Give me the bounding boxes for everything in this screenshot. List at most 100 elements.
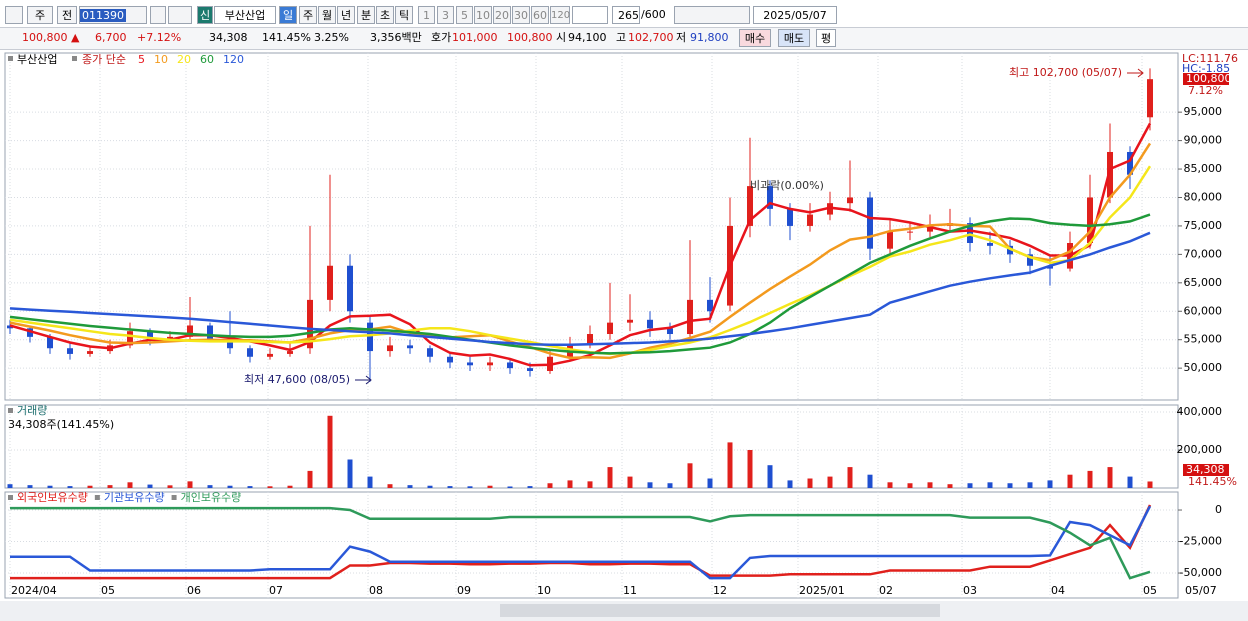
interval[interactable]: 년 — [337, 6, 355, 24]
volume-bar — [447, 486, 453, 488]
candle-body — [747, 186, 753, 226]
event-annotation: 비과락(0.00%) — [750, 179, 824, 192]
volume-bar — [787, 480, 793, 488]
legend-entry: 기관보유수량 — [104, 491, 165, 504]
x-tick-label: 05 — [101, 584, 115, 597]
menu-icon[interactable] — [5, 6, 23, 24]
volume-bar — [327, 415, 333, 488]
volume-bar — [187, 481, 193, 488]
volume-bar — [887, 482, 893, 488]
period-select[interactable]: 주 — [27, 6, 53, 24]
moving-average — [9, 231, 1151, 347]
candle-body — [667, 328, 673, 335]
prev-button[interactable]: 전 — [57, 6, 77, 24]
volume-bar — [1147, 481, 1153, 488]
candle-body — [467, 362, 473, 366]
volume-bar — [47, 485, 53, 488]
open: 94,100 — [568, 31, 607, 44]
moving-average — [9, 142, 1152, 360]
dropdown[interactable] — [572, 6, 608, 24]
count[interactable]: 265 — [612, 6, 640, 24]
candle-body — [1127, 151, 1133, 175]
x-tick-label: 11 — [623, 584, 637, 597]
candle-body — [1107, 151, 1113, 198]
code-input[interactable]: 011390 — [79, 6, 147, 24]
code: 011390 — [80, 9, 126, 22]
x-tick-label: 05 — [1143, 584, 1157, 597]
candle-body — [707, 299, 713, 312]
volume-bar — [67, 486, 73, 488]
candle-body — [1087, 197, 1093, 243]
minute[interactable]: 10 — [474, 6, 492, 24]
y-tick-label: 200,000 — [1177, 443, 1223, 456]
y-tick-label: 90,000 — [1184, 134, 1223, 147]
interval[interactable]: 일 — [279, 6, 297, 24]
interval[interactable]: 틱 — [395, 6, 413, 24]
search-icon[interactable] — [150, 6, 166, 24]
chart-title: 부산산업 — [17, 53, 57, 66]
y-tick-label: 60,000 — [1184, 304, 1223, 317]
volume-bar — [667, 483, 673, 488]
candle-body — [827, 203, 833, 215]
x-tick-label: 10 — [537, 584, 551, 597]
candle-body — [227, 339, 233, 349]
candle-body — [927, 225, 933, 232]
volume-bar — [1087, 470, 1093, 488]
candle-body — [807, 214, 813, 226]
x-tick-label: 09 — [457, 584, 471, 597]
volume-bar — [727, 442, 733, 488]
interval[interactable]: 월 — [318, 6, 336, 24]
x-tick-label: 06 — [187, 584, 201, 597]
candle-body — [587, 334, 593, 346]
candle-body — [627, 319, 633, 323]
buy-button[interactable]: 매수 — [739, 29, 771, 47]
candle-body — [47, 336, 53, 349]
high-annotation: 최고 102,700 (05/07) — [1009, 66, 1122, 79]
low-arrow — [355, 375, 372, 385]
avg-button[interactable]: 평 — [816, 29, 836, 47]
candle-body — [967, 223, 973, 243]
last-volume-pct: 141.45% — [1188, 475, 1237, 488]
volume-bar — [107, 485, 113, 488]
volume-bar — [527, 486, 533, 488]
y-tick-label: 80,000 — [1184, 190, 1223, 203]
volume-bar — [147, 484, 153, 488]
minute[interactable]: 5 — [456, 6, 473, 24]
date-input[interactable]: 2025/05/07 — [753, 6, 837, 24]
minute[interactable]: 60 — [531, 6, 549, 24]
minute[interactable]: 120 — [550, 6, 570, 24]
sound-icon[interactable] — [168, 6, 192, 24]
volume-bar — [407, 485, 413, 488]
interval[interactable]: 분 — [357, 6, 375, 24]
candle-body — [347, 265, 353, 312]
y-tick-label: 0 — [1215, 503, 1222, 516]
y-tick-label: -50,000 — [1180, 566, 1222, 579]
ask-label: 호가 — [431, 31, 452, 44]
candle-body — [27, 328, 33, 337]
volume-bar — [27, 485, 33, 488]
sell-button[interactable]: 매도 — [778, 29, 810, 47]
interval[interactable]: 주 — [299, 6, 317, 24]
y-tick-label: -25,000 — [1180, 535, 1222, 548]
minute[interactable]: 20 — [493, 6, 511, 24]
volume-bar — [807, 478, 813, 488]
stock-name: 부산산업 — [214, 6, 276, 24]
volume-bar — [927, 482, 933, 488]
volume-bar — [1027, 482, 1033, 488]
candle-body — [267, 353, 273, 357]
volume-bar — [207, 485, 213, 488]
interval[interactable]: 초 — [376, 6, 394, 24]
volume-bar — [747, 449, 753, 488]
volume-bar — [387, 484, 393, 488]
last-volume: 34,308 — [1186, 463, 1225, 476]
minute[interactable]: 30 — [512, 6, 530, 24]
last-price: 100,800 — [1186, 72, 1232, 85]
low-label: 저 — [676, 31, 687, 44]
volume-bar — [507, 486, 513, 488]
minute[interactable]: 3 — [437, 6, 454, 24]
moving-average — [9, 122, 1152, 367]
tool-icons[interactable] — [674, 6, 750, 24]
minute[interactable]: 1 — [418, 6, 435, 24]
x-tick-label: 2024/04 — [11, 584, 57, 597]
